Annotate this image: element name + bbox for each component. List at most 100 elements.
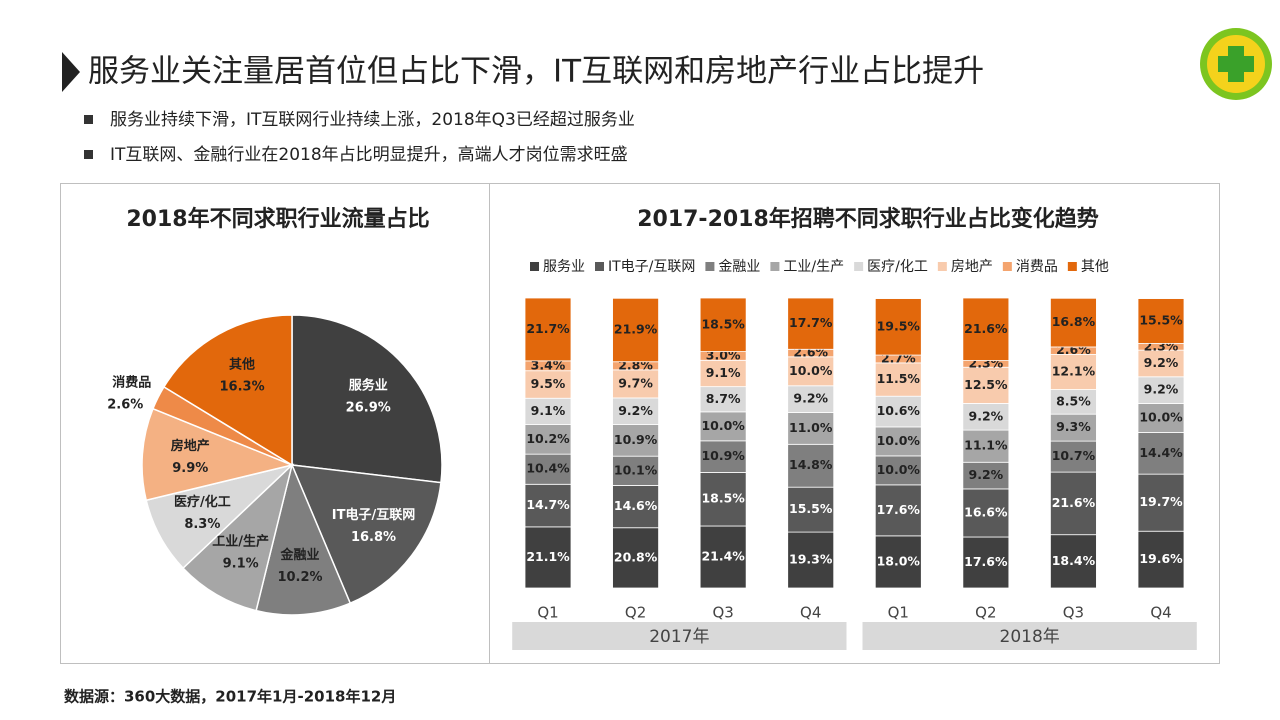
value-label: 9.2% xyxy=(969,408,1004,423)
pie-slice xyxy=(182,462,294,612)
legend-label: IT电子/互联网 xyxy=(608,259,695,275)
bar-segment xyxy=(612,297,659,363)
value-label: 9.2% xyxy=(1144,355,1179,370)
value-label: 9.1% xyxy=(531,403,566,418)
x-tick-label: Q4 xyxy=(1150,604,1171,622)
value-label: 19.3% xyxy=(789,552,833,567)
value-label: 10.4% xyxy=(526,461,570,476)
group-band xyxy=(512,622,847,650)
value-label: 11.0% xyxy=(789,420,833,435)
bar-segment xyxy=(1050,389,1097,415)
bar-segment xyxy=(524,453,572,485)
value-label: 14.7% xyxy=(526,497,570,512)
pie-value-label: 26.9% xyxy=(346,401,391,416)
value-label: 21.6% xyxy=(1052,495,1096,510)
pie-label: 医疗/化工 xyxy=(174,494,231,510)
chart-title: 2017-2018年招聘不同求职行业占比变化趋势 xyxy=(637,206,1099,232)
value-label: 11.5% xyxy=(877,371,921,386)
group-label: 2017年 xyxy=(649,627,709,647)
value-label: 9.2% xyxy=(1144,382,1179,397)
bar-segment xyxy=(787,486,835,533)
x-tick-label: Q3 xyxy=(712,604,733,622)
pie-value-label: 16.3% xyxy=(220,380,265,395)
bar-segment xyxy=(699,297,747,352)
pie-value-label: 9.1% xyxy=(223,557,259,572)
bar-segment xyxy=(699,525,747,589)
value-label: 14.8% xyxy=(789,457,833,472)
bar-segment xyxy=(699,472,747,527)
value-label: 8.5% xyxy=(1056,393,1091,408)
pie-label: 工业/生产 xyxy=(212,534,269,550)
value-label: 17.6% xyxy=(964,554,1008,569)
pie-slice xyxy=(141,407,295,502)
x-tick-label: Q2 xyxy=(625,604,646,622)
bar-segment xyxy=(612,527,659,589)
bar-segment xyxy=(612,397,659,426)
value-label: 10.9% xyxy=(614,432,658,447)
bullet-marker xyxy=(84,115,93,124)
bar-segment xyxy=(524,526,572,589)
bar-segment xyxy=(699,440,747,473)
pie-value-label: 9.9% xyxy=(172,461,208,476)
bar-segment xyxy=(524,397,572,426)
pie-slice xyxy=(291,314,443,484)
value-label: 10.0% xyxy=(789,363,833,378)
legend-marker xyxy=(1067,262,1077,271)
bar-segment xyxy=(524,483,572,528)
value-label: 10.1% xyxy=(614,462,658,477)
value-label: 9.5% xyxy=(531,376,566,391)
legend-label: 金融业 xyxy=(718,259,760,275)
value-label: 9.2% xyxy=(969,467,1004,482)
legend-label: 房地产 xyxy=(951,259,993,275)
pie-label: 服务业 xyxy=(349,378,388,394)
value-label: 19.7% xyxy=(1139,494,1183,509)
pie-slice xyxy=(162,314,293,467)
bar-segment xyxy=(1137,473,1185,532)
bar-segment xyxy=(1137,298,1185,344)
bar-segment xyxy=(787,356,835,387)
bar-segment xyxy=(874,426,922,457)
bullet: 服务业持续下滑，IT互联网行业持续上涨，2018年Q3已经超过服务业 xyxy=(110,110,635,130)
pie-value-label: 10.2% xyxy=(277,570,322,585)
chart-title: 2018年不同求职行业流量占比 xyxy=(126,206,429,232)
value-label: 14.6% xyxy=(614,498,658,513)
bar-segment xyxy=(1137,376,1185,404)
value-label: 9.2% xyxy=(618,403,653,418)
value-label: 20.8% xyxy=(614,549,658,564)
value-label: 18.4% xyxy=(1052,553,1096,568)
value-label: 21.1% xyxy=(526,549,570,564)
group-band xyxy=(862,622,1197,650)
value-label: 21.7% xyxy=(526,321,570,336)
value-label: 21.9% xyxy=(614,322,658,337)
legend-marker xyxy=(1002,262,1012,271)
bar-segment xyxy=(612,369,659,399)
bar-segment xyxy=(874,298,922,356)
value-label: 8.7% xyxy=(706,391,741,406)
value-label: 19.5% xyxy=(877,318,921,333)
source: 数据源：360大数据，2017年1月-2018年12月 xyxy=(64,688,396,706)
pie-slice xyxy=(255,462,352,616)
pie-label: 消费品 xyxy=(112,375,151,391)
pie-value-label: 2.6% xyxy=(107,398,143,413)
value-label: 9.3% xyxy=(1056,419,1091,434)
value-label: 11.1% xyxy=(964,438,1008,453)
bar-segment xyxy=(962,429,1010,463)
value-label: 9.1% xyxy=(706,365,741,380)
logo xyxy=(1200,28,1272,100)
value-label: 10.0% xyxy=(701,418,745,433)
pie-label: IT电子/互联网 xyxy=(332,507,415,523)
value-label: 19.6% xyxy=(1139,551,1183,566)
value-label: 21.4% xyxy=(701,549,745,564)
legend-label: 工业/生产 xyxy=(783,259,844,275)
bar-segment xyxy=(874,455,922,486)
value-label: 9.7% xyxy=(618,375,653,390)
legend-label: 服务业 xyxy=(543,259,585,275)
bar-segment xyxy=(962,461,1010,490)
bar-segment xyxy=(524,424,572,455)
value-label: 18.0% xyxy=(877,553,921,568)
bar-segment xyxy=(1050,440,1097,473)
value-label: 15.5% xyxy=(789,501,833,516)
value-label: 10.9% xyxy=(701,448,745,463)
